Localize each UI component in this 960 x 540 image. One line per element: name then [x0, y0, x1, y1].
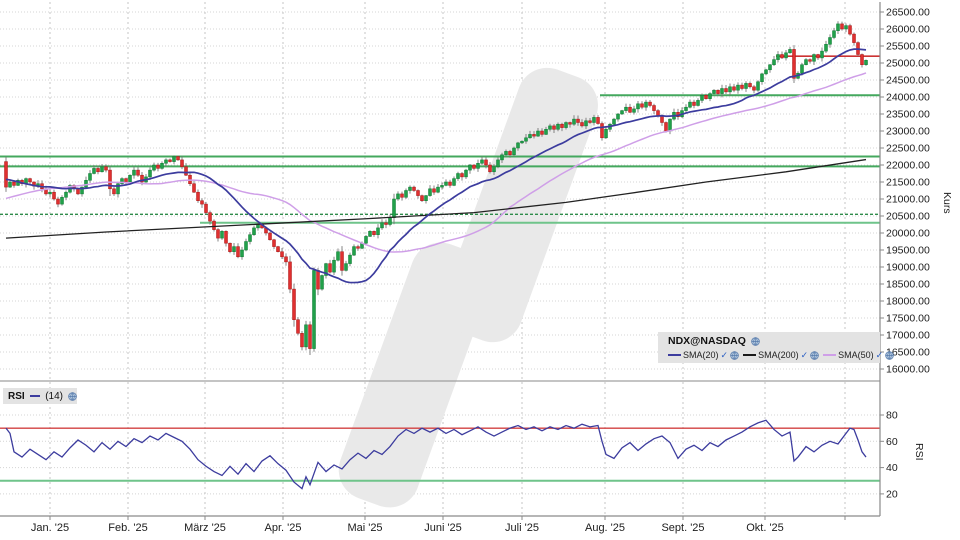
main-chart-legend: NDX@NASDAQ SMA(20) ✓ SMA(200) ✓ — [658, 332, 894, 363]
price-axis-label: 16000.00 — [886, 364, 930, 376]
price-axis-label: 18500.00 — [886, 279, 930, 291]
moving-average-lines — [5, 48, 867, 284]
rsi-panel-legend[interactable]: RSI (14) — [3, 388, 77, 404]
globe-icon[interactable] — [730, 350, 739, 360]
axes: 16000.00 16500.00 17000.00 17500.00 18000.00… — [0, 2, 953, 534]
month-axis-label: März '25 — [184, 522, 226, 534]
sma200-line-swatch — [743, 354, 757, 356]
globe-icon[interactable] — [885, 350, 894, 360]
price-axis-label: 18000.00 — [886, 296, 930, 308]
price-axis-label: 16500.00 — [886, 347, 930, 359]
month-axis-label: Apr. '25 — [265, 522, 302, 534]
month-axis-label: Jan. '25 — [31, 522, 69, 534]
price-axis-label: 25000.00 — [886, 58, 930, 70]
sma200-visibility-checkbox[interactable]: ✓ — [800, 349, 809, 360]
rsi-axis-label: 20 — [886, 488, 898, 500]
sma20-line-swatch — [668, 354, 681, 356]
price-axis-label: 21000.00 — [886, 194, 930, 206]
rsi-axis-label: 60 — [886, 436, 898, 448]
price-axis-label: 22500.00 — [886, 143, 930, 155]
rsi-axis-title: RSI — [913, 443, 925, 461]
price-axis-label: 17000.00 — [886, 330, 930, 342]
horizontal-levels — [0, 55, 880, 224]
globe-icon[interactable] — [751, 336, 760, 346]
legend-item-sma20[interactable]: SMA(20) ✓ — [668, 350, 739, 360]
rsi-axis-label: 80 — [886, 410, 898, 422]
globe-icon[interactable] — [68, 391, 77, 401]
month-axis-label: Aug. '25 — [585, 522, 625, 534]
price-axis-label: 17500.00 — [886, 313, 930, 325]
globe-icon[interactable] — [810, 350, 819, 360]
rsi-period-label: (14) — [45, 390, 63, 402]
month-axis-label: Feb. '25 — [108, 522, 147, 534]
month-axis-label: Juli '25 — [505, 522, 539, 534]
rsi-label: RSI — [8, 390, 25, 402]
month-axis-label: Mai '25 — [347, 522, 382, 534]
price-axis-label: 20000.00 — [886, 228, 930, 240]
price-axis-label: 21500.00 — [886, 177, 930, 189]
price-axis-label: 20500.00 — [886, 211, 930, 223]
price-axis-label: 19000.00 — [886, 262, 930, 274]
price-axis-label: 23000.00 — [886, 126, 930, 138]
watermark — [338, 67, 598, 508]
rsi-series — [0, 419, 880, 490]
price-axis-label: 24500.00 — [886, 75, 930, 87]
sma50-visibility-checkbox[interactable]: ✓ — [875, 349, 884, 360]
price-axis-label: 26000.00 — [886, 24, 930, 36]
price-axis-label: 22000.00 — [886, 160, 930, 172]
price-axis-label: 26500.00 — [886, 7, 930, 19]
legend-item-sma200[interactable]: SMA(200) ✓ — [743, 350, 819, 360]
sma50-line-swatch — [823, 354, 837, 356]
rsi-axis-label: 40 — [886, 462, 898, 474]
price-axis-title: Kurs — [941, 192, 953, 214]
price-axis-label: 25500.00 — [886, 41, 930, 53]
rsi-line-swatch — [29, 395, 41, 397]
month-axis-label: Juni '25 — [424, 522, 462, 534]
symbol-label: NDX@NASDAQ — [668, 335, 746, 347]
sma20-visibility-checkbox[interactable]: ✓ — [720, 349, 729, 360]
price-axis-label: 24000.00 — [886, 92, 930, 104]
month-axis-label: Okt. '25 — [746, 522, 784, 534]
month-axis-label: Sept. '25 — [661, 522, 704, 534]
legend-item-sma50[interactable]: SMA(50) ✓ — [823, 350, 894, 360]
price-axis-label: 23500.00 — [886, 109, 930, 121]
price-axis-label: 19500.00 — [886, 245, 930, 257]
